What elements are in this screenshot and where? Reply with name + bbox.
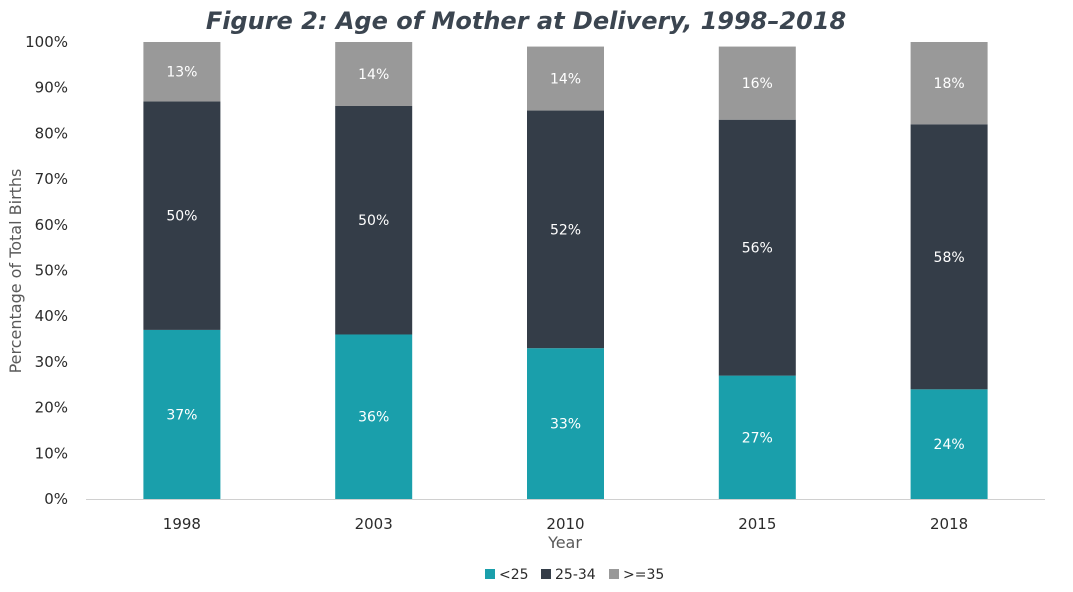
legend: <25 25-34 >=35	[485, 567, 664, 583]
bar-segment	[335, 105, 413, 335]
y-tick-label: 30%	[35, 353, 68, 371]
data-label: 56%	[742, 241, 773, 257]
bar-segment	[143, 101, 221, 330]
y-tick-label: 20%	[35, 399, 68, 417]
data-label: 58%	[934, 250, 965, 266]
y-tick-label: 90%	[35, 79, 68, 97]
y-tick-label: 70%	[35, 170, 68, 188]
bars: 37% 50% 13% 36% 50% 14% 33% 52% 14% 27% 56% 16% 24% 5…	[143, 42, 988, 499]
legend-swatch	[609, 569, 619, 579]
x-tick-label: 2015	[738, 515, 776, 533]
bar-segment	[718, 119, 796, 376]
legend-label: 25-34	[555, 567, 596, 583]
data-label: 18%	[934, 76, 965, 92]
data-label: 36%	[358, 410, 389, 426]
legend-swatch	[541, 569, 551, 579]
x-tick-label: 2003	[355, 515, 393, 533]
bar-segment	[527, 348, 604, 499]
bar-segment	[335, 334, 413, 499]
bar-segment	[527, 110, 604, 349]
y-tick-label: 100%	[25, 33, 68, 51]
legend-swatch	[485, 569, 495, 579]
data-label: 24%	[934, 437, 965, 453]
bar-segment	[143, 42, 221, 102]
y-tick-label: 60%	[35, 216, 68, 234]
data-label: 16%	[742, 76, 773, 92]
chart-title: Figure 2: Age of Mother at Delivery, 199…	[206, 7, 846, 35]
data-label: 14%	[358, 67, 389, 83]
bar-segment	[143, 329, 221, 499]
data-label: 13%	[166, 65, 197, 81]
x-axis-title: Year	[547, 533, 582, 552]
data-label: 33%	[550, 417, 581, 433]
x-tick-label: 2010	[546, 515, 584, 533]
y-tick-label: 0%	[44, 490, 68, 508]
data-label: 52%	[550, 222, 581, 238]
bar-segment	[718, 46, 796, 120]
data-label: 50%	[166, 209, 197, 225]
bar-segment	[718, 375, 796, 499]
bar-segment	[527, 46, 604, 111]
bar-segment	[910, 42, 988, 125]
bar-segment	[910, 389, 988, 499]
y-tick-label: 10%	[35, 444, 68, 462]
x-axis-ticks: 1998 2003 2010 2015 2018	[163, 515, 968, 533]
bar-segment	[335, 42, 413, 106]
y-tick-label: 80%	[35, 124, 68, 142]
legend-label: >=35	[623, 567, 664, 583]
data-label: 37%	[166, 407, 197, 423]
y-tick-label: 50%	[35, 262, 68, 280]
x-tick-label: 2018	[930, 515, 968, 533]
y-axis-title: Percentage of Total Births	[6, 169, 25, 374]
data-label: 14%	[550, 72, 581, 88]
legend-label: <25	[499, 567, 529, 583]
bar-segment	[910, 124, 988, 390]
y-tick-label: 40%	[35, 307, 68, 325]
data-label: 27%	[742, 430, 773, 446]
data-label: 50%	[358, 213, 389, 229]
y-axis-ticks: 0% 10% 20% 30% 40% 50% 60% 70% 80% 90% 100%	[25, 33, 68, 508]
x-tick-label: 1998	[163, 515, 201, 533]
